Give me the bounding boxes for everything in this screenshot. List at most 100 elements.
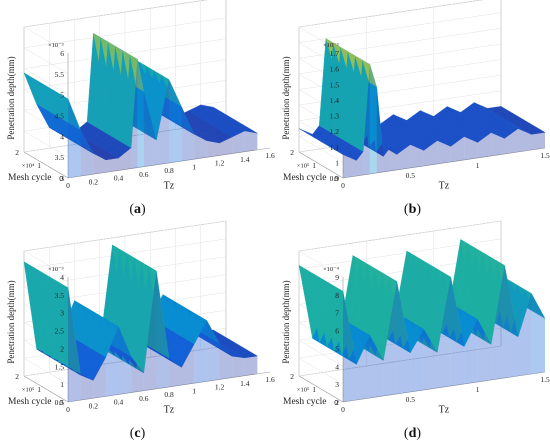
surface-front [206,320,220,382]
y-tick-label: 2 [290,148,294,157]
x-tick-label: 1 [192,162,196,171]
surface-front [504,128,519,154]
surface-front [410,329,424,392]
grid-line [298,345,502,377]
z-tick-label: 1 [335,158,339,167]
y-exponent: ×10⁵ [297,163,309,170]
grid-line [23,68,69,95]
z-tick-label: 2 [60,344,64,353]
z-tick-label: 2.5 [55,327,65,336]
x-tick-label: 1.2 [215,383,225,392]
panel-a: 3 3.5 4 4.5 5 5.5 6 ×10⁻³ Penetration depth(mm) 0… [0,0,275,224]
z-exponent: ×10⁻³ [323,42,339,49]
x-ticks: 0 0.5 1 1.5 [341,151,550,190]
surface-plot-b: 0.9 1 1.1 1.2 1.3 1.4 1.5 1.6 1.7×10⁻³ Penetratio… [281,0,550,192]
z-tick-label: 3.5 [55,153,65,162]
z-tick-label: 1.5 [55,362,65,371]
panel-c: 0.5 1 1.5 2 2.5 3 3.5 4 ×10⁻³ Penetration depth(m… [0,220,275,448]
surface-front [68,287,81,402]
surface-front [232,356,245,378]
x-axis-label: Tz [439,181,450,192]
grid-line [298,357,344,385]
x-tick-label: 1 [192,386,196,395]
z-ticks: 0.5 1 1.5 2 2.5 3 3.5 4 [55,273,65,407]
x-tick-label: 0 [341,181,345,190]
surface-front [369,335,384,398]
surface-front [518,293,532,376]
x-tick-label: 0.5 [406,395,416,404]
x-tick-label: 1.4 [240,379,250,388]
y-axis-label: Mesh cycle [283,173,327,183]
z-tick-label: 1.7 [330,49,340,58]
surface-front [356,335,370,400]
y-tick-label: 2 [15,372,19,381]
z-tick-label: 2 [335,398,339,407]
x-ticks: 0 0.2 0.4 0.6 0.8 1 1.2 1.4 1.6 [66,151,275,190]
z-exponent: ×10⁻³ [48,266,64,273]
surface-front [423,329,438,390]
surface-front [143,271,157,391]
surface-patch [523,288,546,319]
z-tick-label: 6 [60,49,64,58]
surface-front [363,64,370,175]
box-edge [298,0,483,28]
grid-line [298,0,483,28]
z-tick-label: 8 [335,291,339,300]
z-tick-label: 6 [335,327,339,336]
z-tick-label: 9 [335,273,339,282]
caption-a: (a) [129,202,146,217]
y-axis-line [23,151,69,179]
surface-front [156,79,169,165]
surface-patch [237,126,258,134]
surface-front [531,293,545,374]
surface-front [410,144,424,168]
z-tick-label: 0.9 [330,174,340,183]
z-tick-label: 3 [335,380,339,389]
x-tick-label: 0 [341,405,345,414]
panel-b: 0.9 1 1.1 1.2 1.3 1.4 1.5 1.6 1.7 ×10⁻³ Penetratio… [275,0,550,224]
grid-line [23,47,69,75]
surface-front [464,136,478,160]
surface-front [518,128,532,152]
surface-front [118,326,132,395]
surface-front [68,98,81,178]
z-tick-label: 3.5 [55,291,65,300]
y-tick-label: 2 [15,148,19,157]
y-axis-label: Mesh cycle [8,397,52,407]
surface-front [376,87,384,173]
surface-front [137,59,144,168]
z-tick-label: 3 [60,309,64,318]
y-tick-label: 0 [334,398,338,407]
caption-b: (b) [403,202,422,217]
surface-plot-c: 0.5 1 1.5 2 2.5 3 3.5 4×10⁻³ Penetration depth(m… [6,220,275,416]
y-tick-label: 0 [59,398,63,407]
surface [23,32,258,178]
grid-line [23,250,69,278]
y-exponent: ×10⁵ [297,387,309,394]
grid-line [23,130,69,158]
x-axis-line [67,147,271,179]
y-axis-label: Mesh cycle [8,173,52,183]
surface-front [396,281,411,394]
x-tick-label: 1.6 [265,151,275,160]
x-ticks: 0 0.2 0.4 0.6 0.8 1 1.2 1.4 1.6 [66,375,275,414]
y-tick-label: 0 [59,174,63,183]
z-tick-label: 4 [335,362,339,371]
x-axis-line [67,371,271,403]
surface-front [206,140,220,158]
y-axis-line [298,151,344,179]
surface [298,38,546,178]
surface-front [194,134,207,160]
y-ticks: 0 1 2 [290,148,338,183]
y-tick-label: 1 [312,161,316,170]
surface-front [143,91,157,167]
grid-line [298,12,502,43]
surface-front [80,130,94,177]
x-tick-label: 1.5 [540,375,550,384]
surface-front [491,132,505,156]
surface-front [396,144,411,170]
surface-plot-d: 2 3 4 5 6 7 8 9×10⁻⁴ Penetration depth(mm) 0 0.5 1 1… [281,220,550,416]
x-tick-label: 0.8 [164,390,174,399]
x-tick-label: 1 [476,161,480,170]
grid-line [298,250,344,278]
